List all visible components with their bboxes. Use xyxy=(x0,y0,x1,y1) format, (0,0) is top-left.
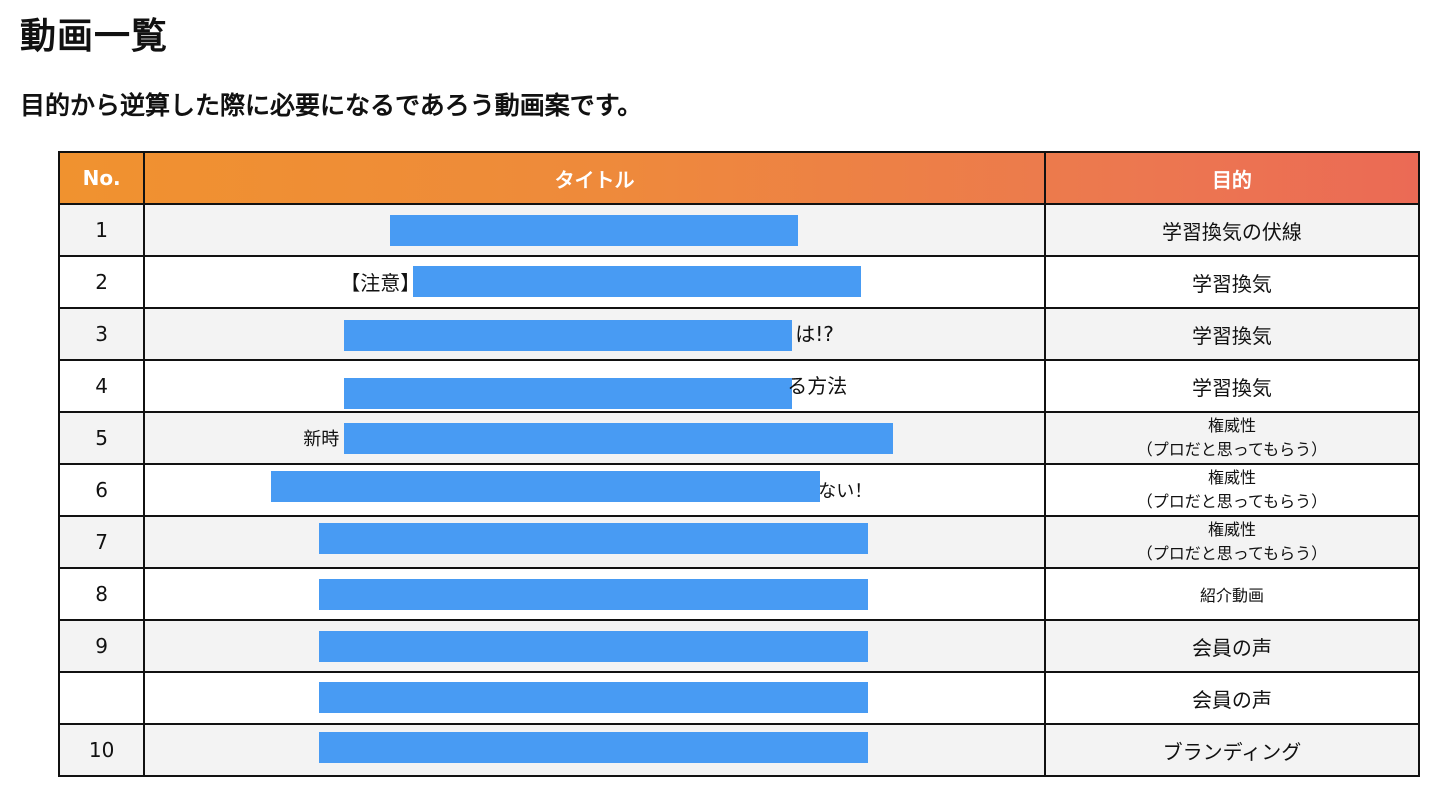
redaction-block xyxy=(319,732,869,763)
table-row: 6 ない！ 権威性 （プロだと思ってもらう） xyxy=(57,463,1421,517)
row-no: 10 xyxy=(57,723,146,777)
row-purpose: 紹介動画 xyxy=(1043,567,1421,621)
purpose-text: 学習換気 xyxy=(1191,323,1272,348)
row-title xyxy=(143,567,1046,621)
row-title xyxy=(143,203,1046,257)
redaction-block xyxy=(271,471,821,502)
header-title: タイトル xyxy=(143,151,1046,205)
row-purpose: 会員の声 xyxy=(1043,671,1421,725)
row-no: 5 xyxy=(57,411,146,465)
title-fragment: 【注意】 xyxy=(340,271,421,295)
purpose-text: 権威性 xyxy=(1207,416,1256,435)
redaction-block xyxy=(319,579,869,610)
title-fragment: は!? xyxy=(795,322,834,346)
purpose-text: 紹介動画 xyxy=(1199,586,1264,605)
purpose-note: （プロだと思ってもらう） xyxy=(1136,440,1328,459)
table-row: 会員の声 xyxy=(57,671,1421,725)
row-purpose: 学習換気 xyxy=(1043,255,1421,309)
header-no: No. xyxy=(57,151,146,205)
redaction-block xyxy=(319,682,869,713)
redaction-block xyxy=(344,423,894,454)
purpose-text: 学習換気の伏線 xyxy=(1161,219,1302,244)
page-subtitle: 目的から逆算した際に必要になるであろう動画案です。 xyxy=(20,91,643,120)
row-no: 7 xyxy=(57,515,146,569)
purpose-text: 権威性 xyxy=(1207,520,1256,539)
row-purpose: 権威性 （プロだと思ってもらう） xyxy=(1043,463,1421,517)
purpose-text: 学習換気 xyxy=(1191,375,1272,400)
table-row: 7 権威性 （プロだと思ってもらう） xyxy=(57,515,1421,569)
purpose-text: 会員の声 xyxy=(1191,635,1272,660)
row-title xyxy=(143,723,1046,777)
table-header-row: No. タイトル 目的 xyxy=(57,151,1421,205)
table-row: 8 紹介動画 xyxy=(57,567,1421,621)
row-no: 1 xyxy=(57,203,146,257)
redaction-block xyxy=(344,320,793,351)
purpose-text: 権威性 xyxy=(1207,468,1256,487)
row-no: 3 xyxy=(57,307,146,361)
row-title: ない！ xyxy=(143,463,1046,517)
redaction-block xyxy=(413,266,862,297)
redaction-block xyxy=(344,378,793,409)
table-row: 9 会員の声 xyxy=(57,619,1421,673)
redaction-block xyxy=(319,631,869,662)
title-fragment: る方法 xyxy=(787,374,848,398)
row-title xyxy=(143,671,1046,725)
row-no: 6 xyxy=(57,463,146,517)
title-fragment: ない！ xyxy=(818,481,873,502)
title-fragment: 新時 xyxy=(303,429,340,450)
redaction-block xyxy=(390,215,799,246)
purpose-note: （プロだと思ってもらう） xyxy=(1136,544,1328,563)
row-title: 【注意】 xyxy=(143,255,1046,309)
row-purpose: 学習換気 xyxy=(1043,307,1421,361)
row-purpose: 権威性 （プロだと思ってもらう） xyxy=(1043,411,1421,465)
row-no: 9 xyxy=(57,619,146,673)
row-no: 8 xyxy=(57,567,146,621)
row-title xyxy=(143,515,1046,569)
row-title: は!? xyxy=(143,307,1046,361)
video-list-table: No. タイトル 目的 1 学習換気の伏線 2 【注意】 学習換気 3 xyxy=(57,151,1421,777)
page-title: 動画一覧 xyxy=(20,16,169,57)
purpose-text: ブランディング xyxy=(1162,739,1302,764)
row-purpose: 学習換気 xyxy=(1043,359,1421,413)
row-title xyxy=(143,619,1046,673)
row-no: 4 xyxy=(57,359,146,413)
video-list-table-container: No. タイトル 目的 1 学習換気の伏線 2 【注意】 学習換気 3 xyxy=(57,151,1421,791)
row-no xyxy=(57,671,146,725)
row-title: る方法 xyxy=(143,359,1046,413)
row-purpose: 権威性 （プロだと思ってもらう） xyxy=(1043,515,1421,569)
purpose-note: （プロだと思ってもらう） xyxy=(1136,492,1328,511)
table-row: 3 は!? 学習換気 xyxy=(57,307,1421,361)
table-row: 1 学習換気の伏線 xyxy=(57,203,1421,257)
row-purpose: 会員の声 xyxy=(1043,619,1421,673)
table-row: 2 【注意】 学習換気 xyxy=(57,255,1421,309)
row-no: 2 xyxy=(57,255,146,309)
table-row: 4 る方法 学習換気 xyxy=(57,359,1421,413)
purpose-text: 学習換気 xyxy=(1191,271,1272,296)
header-purpose: 目的 xyxy=(1043,151,1421,205)
table-row: 10 ブランディング xyxy=(57,723,1421,777)
table-row: 5 新時 権威性 （プロだと思ってもらう） xyxy=(57,411,1421,465)
row-purpose: 学習換気の伏線 xyxy=(1043,203,1421,257)
redaction-block xyxy=(319,523,869,554)
purpose-text: 会員の声 xyxy=(1191,687,1272,712)
row-title: 新時 xyxy=(143,411,1046,465)
row-purpose: ブランディング xyxy=(1043,723,1421,777)
